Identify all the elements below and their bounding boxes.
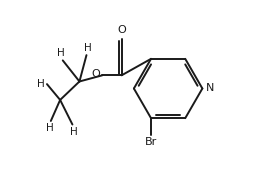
Text: N: N [206,84,214,93]
Text: H: H [46,123,53,133]
Text: O: O [91,69,100,79]
Text: O: O [117,25,126,35]
Text: H: H [57,48,65,58]
Text: Br: Br [145,137,157,147]
Text: H: H [70,127,78,137]
Text: H: H [84,43,92,53]
Text: H: H [37,79,45,89]
